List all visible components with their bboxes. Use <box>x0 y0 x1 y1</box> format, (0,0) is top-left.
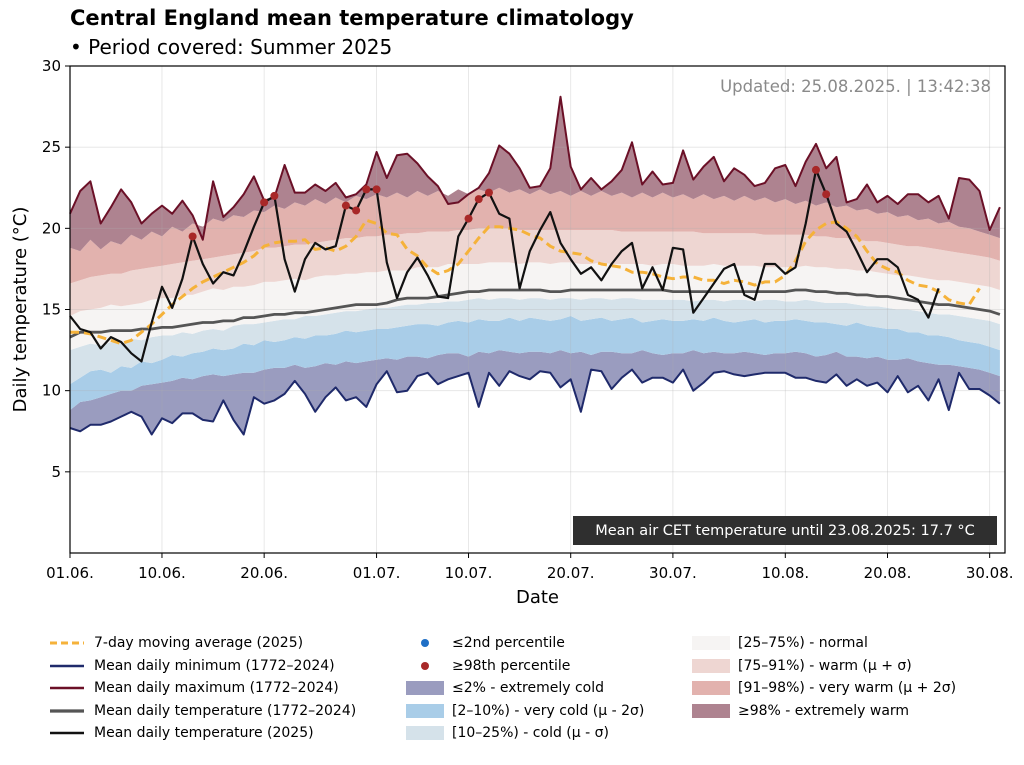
legend-item-very-cold: [2–10%) - very cold (μ - 2σ) <box>406 700 644 723</box>
chart-title: Central England mean temperature climato… <box>70 6 634 30</box>
y-axis-title: Daily temperature (°C) <box>10 207 31 413</box>
x-tick-label: 30.08. <box>966 564 1014 582</box>
x-axis-title: Date <box>516 587 559 608</box>
legend-item-mean-2025: Mean daily temperature (2025) <box>50 725 314 742</box>
band-very-cold <box>70 316 1000 411</box>
legend-column-lines: 7-day moving average (2025) Mean daily m… <box>48 632 356 745</box>
x-tick-label: 01.06. <box>46 564 94 582</box>
series-mean-daily-temperature-2025 <box>69 168 940 363</box>
high-percentile-dot <box>270 191 279 200</box>
high-percentile-dot <box>474 195 483 204</box>
x-tick-label: 10.06. <box>138 564 186 582</box>
high-percentile-dot <box>811 165 820 174</box>
band-extremely-warm <box>70 96 1000 252</box>
legend-item-high-percentile: ≥98th percentile <box>406 655 644 678</box>
series-mean-daily-temperature-climatology <box>69 288 1001 339</box>
y-tick-label: 25 <box>42 138 61 156</box>
band-normal <box>70 262 1000 351</box>
high-percentile-dot <box>822 190 831 199</box>
x-tick-label: 20.07. <box>547 564 595 582</box>
high-percentile-dot <box>352 206 361 215</box>
high-percentile-dot <box>372 185 381 194</box>
band-very-warm <box>70 187 1000 284</box>
band-warm <box>70 228 1000 316</box>
legend-column-markers: ≤2nd percentile ≥98th percentile ≤2% - e… <box>406 632 644 745</box>
legend-item-normal: [25–75%) - normal <box>692 632 956 655</box>
x-tick-label: 20.06. <box>240 564 288 582</box>
high-percentile-dot <box>260 198 269 207</box>
legend-item-mean-max: Mean daily maximum (1772–2024) <box>50 680 339 697</box>
summary-text: Mean air CET temperature until 23.08.202… <box>595 523 975 539</box>
series-mean-daily-minimum <box>69 368 1001 436</box>
y-tick-label: 20 <box>42 219 61 237</box>
x-tick-label: 01.07. <box>353 564 401 582</box>
legend-column-bands: [25–75%) - normal [75–91%) - warm (μ + σ… <box>692 632 956 722</box>
legend: 7-day moving average (2025) Mean daily m… <box>48 632 1008 752</box>
high-percentile-dot <box>362 185 371 194</box>
legend-item-mean-clim: Mean daily temperature (1772–2024) <box>50 702 357 719</box>
legend-item-cold: [10–25%) - cold (μ - σ) <box>406 722 644 745</box>
high-percentile-dot <box>341 201 350 210</box>
legend-item-extremely-warm: ≥98% - extremely warm <box>692 700 956 723</box>
chart-svg: 5 10 15 20 25 30 01.06. 10.06. 20.06. 01.07. 10.07… <box>10 57 1014 608</box>
series-mean-daily-maximum <box>69 95 1001 241</box>
x-tick-label: 30.07. <box>649 564 697 582</box>
x-tick-label: 10.08. <box>761 564 809 582</box>
legend-item-warm: [75–91%) - warm (μ + σ) <box>692 655 956 678</box>
updated-timestamp: Updated: 25.08.2025. | 13:42:38 <box>720 77 991 96</box>
legend-item-mean-min: Mean daily minimum (1772–2024) <box>50 657 335 674</box>
band-cold <box>70 298 1000 385</box>
high-percentile-dot <box>188 232 197 241</box>
legend-item-low-percentile: ≤2nd percentile <box>406 632 644 655</box>
legend-item-ma7: 7-day moving average (2025) <box>50 635 304 652</box>
high-percentile-dot <box>464 214 473 223</box>
legend-item-very-warm: [91–98%) - very warm (μ + 2σ) <box>692 677 956 700</box>
y-tick-label: 15 <box>42 301 61 319</box>
y-tick-label: 10 <box>42 382 61 400</box>
legend-item-extremely-cold: ≤2% - extremely cold <box>406 677 644 700</box>
band-extremely-cold <box>70 350 1000 435</box>
summary-box: Mean air CET temperature until 23.08.202… <box>573 516 997 545</box>
x-tick-label: 10.07. <box>445 564 493 582</box>
chart-subtitle: • Period covered: Summer 2025 <box>70 35 393 59</box>
high-percentile-dot <box>484 188 493 197</box>
y-tick-label: 5 <box>51 463 61 481</box>
x-tick-label: 20.08. <box>864 564 912 582</box>
y-tick-label: 30 <box>42 57 61 75</box>
